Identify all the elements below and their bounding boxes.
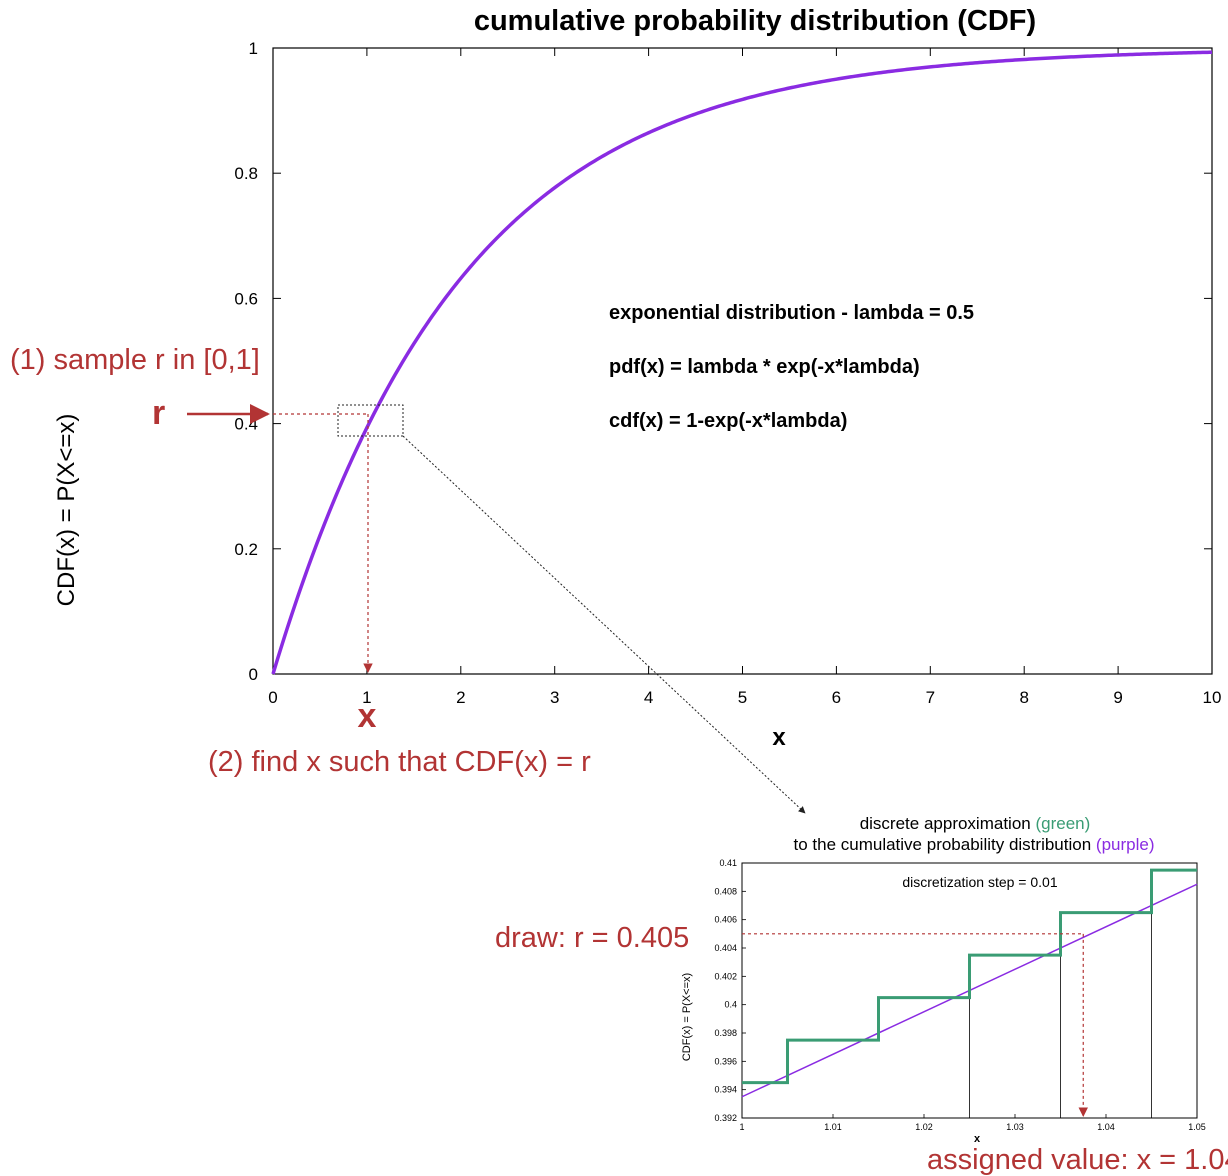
inset-x-tick-label: 1.04 <box>1097 1122 1115 1132</box>
caption-1-green: (green) <box>1035 814 1090 833</box>
formula-distribution: exponential distribution - lambda = 0.5 <box>609 302 974 324</box>
main-cdf-chart: cumulative probability distribution (CDF… <box>10 5 1221 814</box>
inset-y-tick-label: 0.406 <box>714 915 737 925</box>
zoom-box <box>337 404 404 437</box>
main-y-tick-label: 0 <box>249 665 258 684</box>
inset-y-axis-label: CDF(x) = P(X<=x) <box>681 973 693 1061</box>
chart-title: cumulative probability distribution (CDF… <box>474 5 1036 37</box>
caption-2-purple: (purple) <box>1096 835 1155 854</box>
inset-x-tick-label: 1.03 <box>1006 1122 1024 1132</box>
inset-x-tick-label: 1.01 <box>824 1122 842 1132</box>
main-y-axis-label: CDF(x) = P(X<=x) <box>53 414 80 607</box>
main-y-tick-label: 0.2 <box>234 540 258 559</box>
inset-y-tick-label: 0.408 <box>714 886 737 896</box>
main-x-tick-label: 1 <box>362 688 371 707</box>
step-2-label: (2) find x such that CDF(x) = r <box>208 746 591 778</box>
inset-caption-line-1: discrete approximation (green) <box>860 814 1091 833</box>
main-x-tick-label: 5 <box>738 688 747 707</box>
inset-x-tick-label: 1.02 <box>915 1122 933 1132</box>
discrete-step-function-green <box>742 868 1197 1085</box>
step-1-label: (1) sample r in [0,1] <box>10 344 260 376</box>
main-x-tick-label: 7 <box>926 688 935 707</box>
main-x-tick-label: 9 <box>1113 688 1122 707</box>
main-y-tick-label: 0.4 <box>234 415 258 434</box>
caption-2-black: to the cumulative probability distributi… <box>794 835 1092 854</box>
inset-y-tick-label: 0.396 <box>714 1056 737 1066</box>
inset-step-drop-lines <box>969 912 1152 1118</box>
main-x-tick-label: 10 <box>1203 688 1222 707</box>
main-x-tick-label: 0 <box>268 688 277 707</box>
main-x-axis-label: x <box>772 724 786 751</box>
formula-pdf: pdf(x) = lambda * exp(-x*lambda) <box>609 356 920 378</box>
main-x-tick-label: 6 <box>832 688 841 707</box>
inset-x-axis-label: x <box>974 1133 981 1145</box>
main-x-ticks: 0 1 2 3 4 5 6 7 8 9 10 <box>268 48 1221 707</box>
main-x-tick-label: 2 <box>456 688 465 707</box>
assigned-value-label: assigned value: x = 1.04 <box>927 1144 1228 1176</box>
x-marker-label: x <box>358 697 377 735</box>
formula-cdf: cdf(x) = 1-exp(-x*lambda) <box>609 410 847 432</box>
inset-zoom-chart: discrete approximation (green) to the cu… <box>495 814 1228 1176</box>
inset-y-tick-label: 0.41 <box>719 858 737 868</box>
inset-y-tick-label: 0.398 <box>714 1028 737 1038</box>
main-y-tick-label: 0.6 <box>234 289 258 308</box>
caption-1-black: discrete approximation <box>860 814 1031 833</box>
r-marker-label: r <box>152 394 165 432</box>
main-x-tick-label: 8 <box>1019 688 1028 707</box>
inset-y-tick-label: 0.404 <box>714 943 737 953</box>
inset-x-ticks: 1 1.01 1.02 1.03 1.04 1.05 <box>739 1114 1206 1132</box>
inset-x-tick-label: 1 <box>739 1122 744 1132</box>
inset-y-tick-label: 0.4 <box>724 1000 737 1010</box>
inset-y-tick-label: 0.394 <box>714 1085 737 1095</box>
main-y-ticks: 0 0.2 0.4 0.6 0.8 1 <box>234 39 1212 684</box>
draw-r-label: draw: r = 0.405 <box>495 922 689 954</box>
inset-y-tick-label: 0.392 <box>714 1113 737 1123</box>
main-x-tick-label: 3 <box>550 688 559 707</box>
inset-y-ticks: 0.392 0.394 0.396 0.398 0.4 0.402 0.404 0.406 0.… <box>714 858 746 1123</box>
inset-caption-line-2: to the cumulative probability distributi… <box>794 835 1155 854</box>
main-y-tick-label: 1 <box>249 39 258 58</box>
main-y-tick-label: 0.8 <box>234 164 258 183</box>
inset-y-tick-label: 0.402 <box>714 971 737 981</box>
discretization-note: discretization step = 0.01 <box>902 874 1057 890</box>
inset-x-tick-label: 1.05 <box>1188 1122 1206 1132</box>
cdf-curve-purple <box>271 50 1213 675</box>
main-x-tick-label: 4 <box>644 688 653 707</box>
